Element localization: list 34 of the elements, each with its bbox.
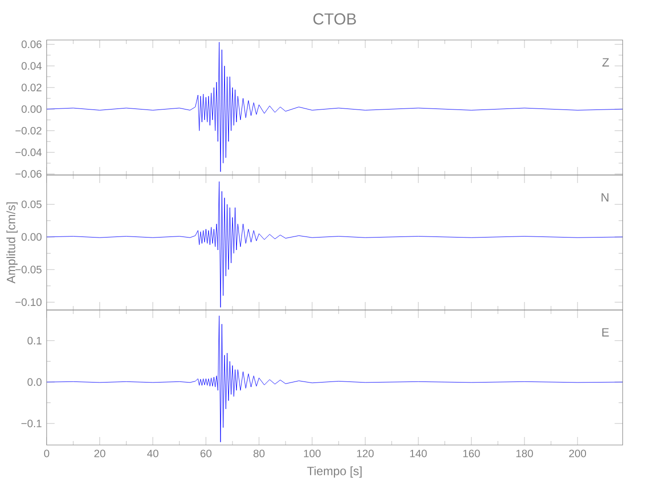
y-tick-label: 0.1 [28, 336, 42, 344]
line-series [46, 181, 623, 308]
x-axis-title: Tiempo [s] [307, 466, 362, 478]
y-tick-label: 0.02 [22, 84, 42, 92]
x-tick-label: 200 [569, 450, 586, 458]
x-tick-label: 100 [304, 450, 321, 458]
y-tick-label: 0.00 [22, 233, 42, 241]
x-tick-label: 60 [200, 450, 212, 458]
x-tick-label: 40 [147, 450, 158, 458]
y-tick-label: −0.02 [15, 126, 42, 134]
y-tick-label: 0.0 [28, 378, 42, 386]
x-tick-label: 140 [410, 450, 427, 458]
x-tick-label: 120 [357, 450, 374, 458]
annotation: N [602, 193, 608, 202]
x-tick-label: 80 [254, 450, 265, 458]
y-tick-label: 0.06 [22, 40, 42, 48]
y-tick-label: 0.04 [22, 62, 42, 70]
y-tick-label: 0.00 [22, 105, 42, 113]
chart-title: CTOB [313, 13, 356, 25]
y-tick-label: −0.04 [15, 148, 42, 156]
line-series [46, 316, 623, 442]
line-series [46, 42, 623, 172]
y-axis-title: Amplitud [cm/s] [6, 202, 18, 284]
y-tick-label: −0.10 [15, 298, 42, 306]
x-tick-label: 0 [44, 450, 50, 458]
x-tick-label: 160 [463, 450, 480, 458]
y-tick-label: −0.05 [15, 266, 42, 274]
annotation: Z [602, 58, 609, 66]
y-tick-label: −0.06 [15, 170, 42, 178]
annotation: E [602, 328, 609, 336]
y-tick-label: 0.05 [22, 200, 42, 208]
x-tick-label: 180 [516, 450, 533, 458]
x-tick-label: 20 [94, 450, 106, 458]
y-tick-label: −0.1 [21, 420, 42, 428]
